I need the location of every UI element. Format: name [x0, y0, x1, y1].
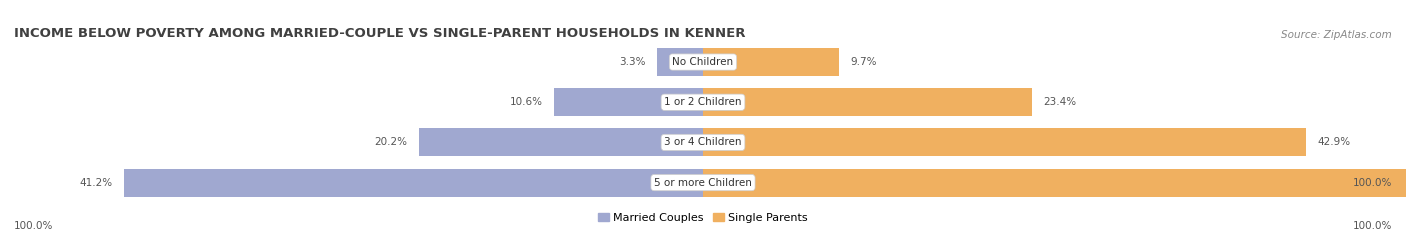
Text: 100.0%: 100.0% — [1353, 221, 1392, 231]
Text: Source: ZipAtlas.com: Source: ZipAtlas.com — [1281, 30, 1392, 40]
Text: 5 or more Children: 5 or more Children — [654, 178, 752, 188]
Bar — [124, 168, 703, 197]
Text: 41.2%: 41.2% — [79, 178, 112, 188]
Text: 9.7%: 9.7% — [851, 57, 877, 67]
Bar — [419, 128, 703, 157]
Text: 100.0%: 100.0% — [1353, 178, 1392, 188]
Legend: Married Couples, Single Parents: Married Couples, Single Parents — [593, 209, 813, 227]
Text: No Children: No Children — [672, 57, 734, 67]
Text: 3.3%: 3.3% — [619, 57, 645, 67]
Text: 42.9%: 42.9% — [1317, 137, 1351, 147]
Bar — [554, 88, 703, 116]
Text: INCOME BELOW POVERTY AMONG MARRIED-COUPLE VS SINGLE-PARENT HOUSEHOLDS IN KENNER: INCOME BELOW POVERTY AMONG MARRIED-COUPL… — [14, 27, 745, 40]
Text: 3 or 4 Children: 3 or 4 Children — [664, 137, 742, 147]
Text: 100.0%: 100.0% — [14, 221, 53, 231]
Text: 23.4%: 23.4% — [1043, 97, 1077, 107]
Text: 10.6%: 10.6% — [510, 97, 543, 107]
Bar — [703, 168, 1406, 197]
Text: 20.2%: 20.2% — [375, 137, 408, 147]
Bar — [703, 88, 1032, 116]
Bar — [703, 48, 839, 76]
Bar — [657, 48, 703, 76]
Text: 1 or 2 Children: 1 or 2 Children — [664, 97, 742, 107]
Bar — [703, 128, 1306, 157]
